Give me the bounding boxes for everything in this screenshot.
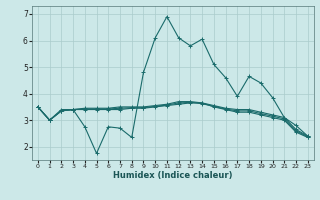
X-axis label: Humidex (Indice chaleur): Humidex (Indice chaleur) xyxy=(113,171,233,180)
